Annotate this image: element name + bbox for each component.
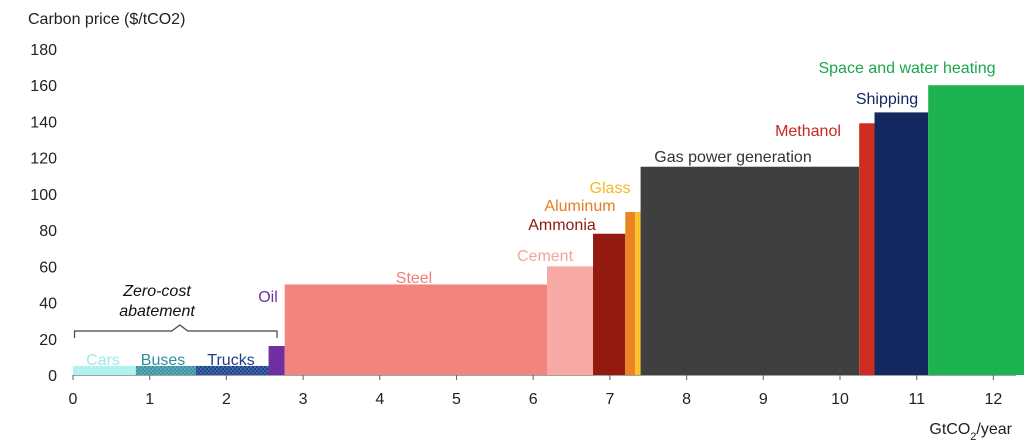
y-tick-label: 100 <box>30 187 57 204</box>
bar-pattern-buses <box>135 365 196 375</box>
x-tick-label: 8 <box>682 391 691 408</box>
bar-label-cars: Cars <box>86 352 120 369</box>
y-axis: 0 20 40 60 80 100 120 140 160 180 <box>30 42 57 385</box>
x-tick-label: 7 <box>605 391 614 408</box>
bar-label-space-and-water-heating: Space and water heating <box>818 60 995 77</box>
x-tick-label: 4 <box>375 391 384 408</box>
x-tick-label: 0 <box>69 391 78 408</box>
bar-pattern-cars <box>73 365 136 375</box>
bars <box>73 85 1024 375</box>
bar-label-gas-power-generation: Gas power generation <box>654 149 811 166</box>
zero-cost-bracket <box>73 324 278 338</box>
annotation-zero-cost: Zero-cost <box>122 283 191 300</box>
bar-label-glass: Glass <box>590 180 631 197</box>
x-tick-label: 6 <box>529 391 538 408</box>
bar-methanol <box>859 123 875 375</box>
y-tick-label: 180 <box>30 42 57 59</box>
y-tick-label: 40 <box>39 296 57 313</box>
bar-label-steel: Steel <box>396 270 432 287</box>
bar-label-methanol: Methanol <box>775 123 841 140</box>
bar-label-ammonia: Ammonia <box>528 217 596 234</box>
x-tick-label: 12 <box>985 391 1003 408</box>
bar-label-trucks: Trucks <box>207 352 254 369</box>
bar-label-oil: Oil <box>258 289 278 306</box>
bar-gas-power-generation <box>640 166 860 375</box>
x-axis-label: GtCO2/year <box>929 421 1012 443</box>
bar-shipping <box>874 112 929 375</box>
x-axis: 0 1 2 3 4 5 6 7 8 9 10 11 12 <box>69 374 1016 408</box>
x-tick-label: 2 <box>222 391 231 408</box>
bar-label-aluminum: Aluminum <box>544 198 615 215</box>
y-tick-label: 160 <box>30 78 57 95</box>
y-tick-label: 60 <box>39 259 57 276</box>
bar-ammonia <box>593 233 626 375</box>
x-tick-label: 1 <box>145 391 154 408</box>
bar-glass <box>635 212 641 375</box>
bar-label-buses: Buses <box>141 352 185 369</box>
x-tick-label: 9 <box>759 391 768 408</box>
x-tick-label: 10 <box>831 391 849 408</box>
x-tick-label: 3 <box>299 391 308 408</box>
bar-oil <box>268 346 285 375</box>
y-tick-label: 80 <box>39 223 57 240</box>
bar-label-cement: Cement <box>517 248 574 265</box>
y-tick-label: 140 <box>30 114 57 131</box>
bar-labels: Cars Buses Trucks Oil Steel Cement Ammonia Alum… <box>86 60 995 369</box>
x-tick-label: 11 <box>908 391 925 408</box>
y-tick-label: 20 <box>39 332 57 349</box>
bar-steel <box>284 284 548 375</box>
bar-pattern-trucks <box>195 365 269 375</box>
bar-label-shipping: Shipping <box>856 91 918 108</box>
annotations: Zero-cost abatement <box>73 283 278 338</box>
bar-cement <box>547 266 594 375</box>
chart-title: Carbon price ($/tCO2) <box>28 11 185 28</box>
bar-aluminum <box>625 212 636 375</box>
annotation-abatement: abatement <box>119 303 195 320</box>
bar-space-and-water-heating <box>928 85 1024 375</box>
y-tick-label: 0 <box>48 368 57 385</box>
x-tick-label: 5 <box>452 391 461 408</box>
y-tick-label: 120 <box>30 151 57 168</box>
